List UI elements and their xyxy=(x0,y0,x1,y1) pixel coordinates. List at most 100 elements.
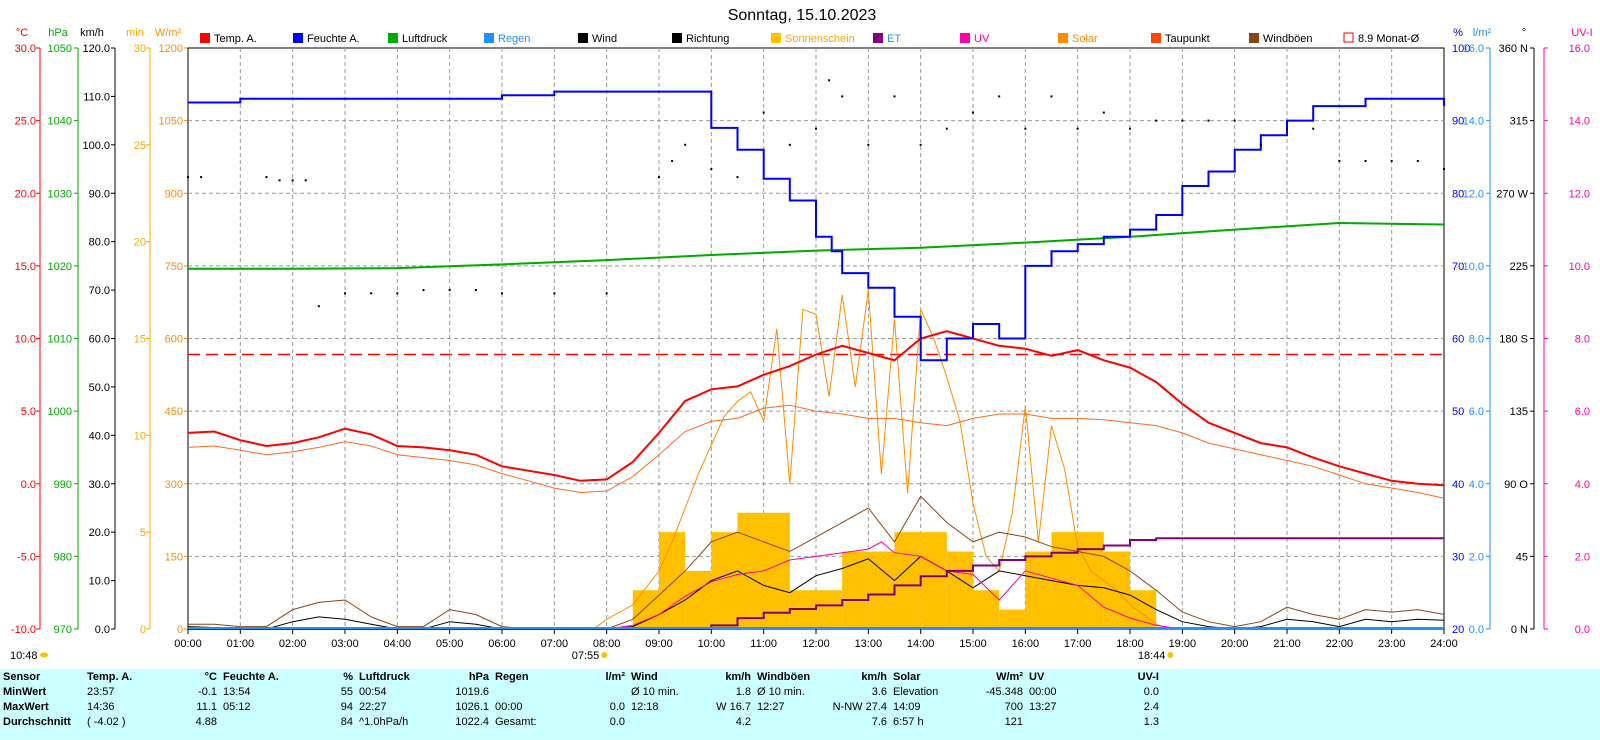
summary-value: 94 xyxy=(340,700,353,713)
axis-tick-wind: 0.0 xyxy=(95,624,110,636)
axis-tick-press: 1020 xyxy=(48,261,72,273)
direction-dot xyxy=(200,176,203,179)
summary-value: 4.2 xyxy=(735,715,751,728)
axis-tick-solar: 150 xyxy=(165,551,183,563)
summary-cell: Elevation xyxy=(893,685,939,698)
legend-label: Luftdruck xyxy=(402,33,448,45)
axis-tick-solar: 450 xyxy=(165,406,183,418)
axis-tick-solar: 1050 xyxy=(159,116,183,128)
summary-unit: l/m² xyxy=(605,670,625,683)
sun-bar xyxy=(868,551,895,629)
sun-bar xyxy=(1077,532,1104,629)
summary-cell: 05:12 xyxy=(223,700,251,713)
summary-value: 1.8 xyxy=(735,685,751,698)
legend-swatch xyxy=(1249,33,1259,43)
axis-tick-uv: 4.0 xyxy=(1575,479,1590,491)
sun-bar xyxy=(1051,532,1078,629)
axis-tick-rain: 4.0 xyxy=(1469,479,1484,491)
axis-tick-sunmin: 0 xyxy=(140,624,146,636)
axis-tick-temp: 30.0 xyxy=(15,43,36,55)
axis-tick-temp: 10.0 xyxy=(15,334,36,346)
axis-tick-solar: 1200 xyxy=(159,43,183,55)
direction-dot xyxy=(1155,119,1158,122)
direction-dot xyxy=(291,179,294,182)
summary-unit: % xyxy=(343,670,353,683)
direction-dot xyxy=(1312,127,1315,130)
legend-label: Windböen xyxy=(1263,33,1313,45)
axis-tick-dir: 0 N xyxy=(1511,624,1528,636)
sunrise-label: 07:55 xyxy=(572,650,600,662)
direction-dot xyxy=(671,159,674,162)
x-tick-label: 04:00 xyxy=(384,638,412,650)
summary-cell: 00:54 xyxy=(359,685,387,698)
summary-cell: 13:27 xyxy=(1029,700,1057,713)
axis-tick-solar: 900 xyxy=(165,188,183,200)
summary-cell: ^1.0hPa/h xyxy=(359,715,409,728)
axis-tick-hum: 20 xyxy=(1452,624,1464,636)
summary-cell xyxy=(754,714,822,729)
summary-row: MinWert 23:57 -0.1 13:54 55 00:54 1019.6 Ø 10 m… xyxy=(0,684,1162,699)
summary-cell: 00:00 xyxy=(495,700,523,713)
legend-item: Luftdruck xyxy=(388,33,448,45)
x-tick-label: 06:00 xyxy=(488,638,516,650)
direction-dot xyxy=(1259,143,1262,146)
axis-tick-hum: 30 xyxy=(1452,551,1464,563)
axis-tick-temp: -5.0 xyxy=(17,551,36,563)
axis-tick-uv: 14.0 xyxy=(1569,116,1590,128)
axis-unit-temp: °C xyxy=(16,27,28,39)
sun-bar xyxy=(659,532,686,629)
sun-bar xyxy=(632,590,659,629)
axis-tick-hum: 60 xyxy=(1452,334,1464,346)
legend-item: Feuchte A. xyxy=(293,33,360,45)
direction-dot xyxy=(1129,127,1131,130)
summary-value: 0.0 xyxy=(609,700,625,713)
legend-item: Richtung xyxy=(672,33,729,45)
axis-tick-press: 1010 xyxy=(48,334,72,346)
axis-unit-uv: UV-I xyxy=(1571,27,1592,39)
x-tick-label: 19:00 xyxy=(1169,638,1197,650)
axis-unit-press: hPa xyxy=(48,27,68,39)
legend-label: Sonnenschein xyxy=(785,33,855,45)
summary-value: 0.0 xyxy=(1143,685,1159,698)
x-tick-label: 01:00 xyxy=(227,638,255,650)
axis-tick-rain: 2.0 xyxy=(1469,551,1484,563)
direction-dot xyxy=(841,95,844,98)
direction-dot xyxy=(1364,159,1367,162)
legend-label: Temp. A. xyxy=(214,33,257,45)
x-tick-label: 03:00 xyxy=(331,638,359,650)
summary-cell: 12:27 xyxy=(757,700,785,713)
legend-swatch xyxy=(960,33,970,43)
summary-unit: hPa xyxy=(468,670,489,683)
direction-dot xyxy=(867,143,870,146)
axis-tick-press: 1000 xyxy=(48,406,72,418)
summary-cell: Ø 10 min. xyxy=(757,685,805,698)
sunset-label: 18:44 xyxy=(1138,650,1166,662)
summary-value: 7.6 xyxy=(871,715,887,728)
axis-tick-wind: 20.0 xyxy=(89,527,110,539)
x-tick-label: 11:00 xyxy=(750,638,777,650)
x-tick-label: 09:00 xyxy=(645,638,673,650)
axis-tick-dir: 45 xyxy=(1516,551,1528,563)
axis-tick-temp: 15.0 xyxy=(15,261,36,273)
direction-dot xyxy=(1338,159,1341,162)
summary-row: MaxWert 14:36 11.1 05:12 94 22:27 1026.1 00:00 0… xyxy=(0,699,1162,714)
axis-tick-wind: 100.0 xyxy=(82,140,110,152)
axis-tick-temp: -10.0 xyxy=(11,624,36,636)
axis-tick-wind: 120.0 xyxy=(82,43,110,55)
legend-swatch xyxy=(388,33,398,43)
axis-tick-sunmin: 30 xyxy=(134,43,146,55)
legend-label: 8.9 Monat-Ø xyxy=(1358,33,1420,45)
axis-tick-sunmin: 10 xyxy=(134,430,146,442)
summary-row-label: MaxWert xyxy=(3,700,49,713)
direction-dot xyxy=(1181,119,1184,122)
axis-tick-rain: 16.0 xyxy=(1463,43,1484,55)
x-tick-label: 22:00 xyxy=(1326,638,1354,650)
axis-tick-press: 1040 xyxy=(48,116,72,128)
direction-dot xyxy=(1443,168,1445,171)
summary-value: 700 xyxy=(1004,700,1023,713)
direction-dot xyxy=(1416,159,1419,162)
axis-tick-hum: 100 xyxy=(1452,43,1470,55)
summary-header: Windböen xyxy=(757,670,811,683)
axis-tick-wind: 40.0 xyxy=(89,430,110,442)
legend-swatch xyxy=(672,33,682,43)
